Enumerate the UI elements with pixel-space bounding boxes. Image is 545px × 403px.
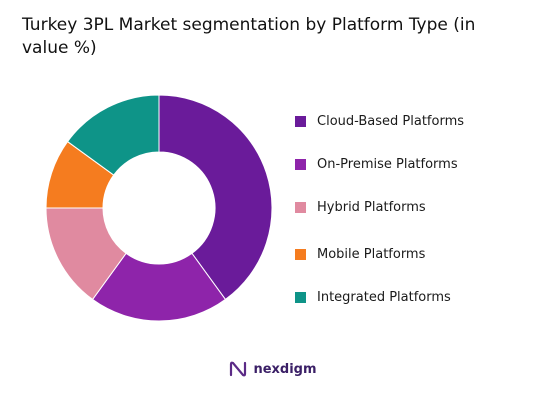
legend-label: Cloud-Based Platforms	[317, 113, 464, 129]
legend-swatch	[295, 115, 306, 127]
donut-slice-on-premise-platforms	[91, 252, 227, 322]
legend-item-on-premise: On-Premise Platforms	[295, 156, 458, 172]
legend-swatch	[295, 248, 306, 260]
legend-label: Mobile Platforms	[317, 246, 426, 262]
legend-item-hybrid: Hybrid Platforms	[295, 199, 426, 215]
nexdigm-logo-icon	[230, 361, 247, 377]
legend-item-mobile: Mobile Platforms	[295, 246, 425, 262]
brand-name: nexdigm	[253, 361, 317, 377]
legend-label: Hybrid Platforms	[317, 199, 426, 215]
donut-slice-integrated-platforms	[66, 94, 160, 176]
legend-item-cloud-based: Cloud-Based Platforms	[295, 113, 464, 129]
legend-item-integrated: Integrated Platforms	[295, 289, 451, 305]
legend-label: On-Premise Platforms	[317, 156, 458, 172]
legend-swatch	[295, 201, 306, 213]
legend-swatch	[295, 158, 306, 170]
donut-slice-cloud-based-platforms	[158, 94, 273, 301]
legend-swatch	[295, 291, 306, 303]
brand-footer: nexdigm	[0, 360, 545, 378]
chart-title: Turkey 3PL Market segmentation by Platfo…	[22, 15, 476, 58]
legend-label: Integrated Platforms	[317, 289, 451, 305]
